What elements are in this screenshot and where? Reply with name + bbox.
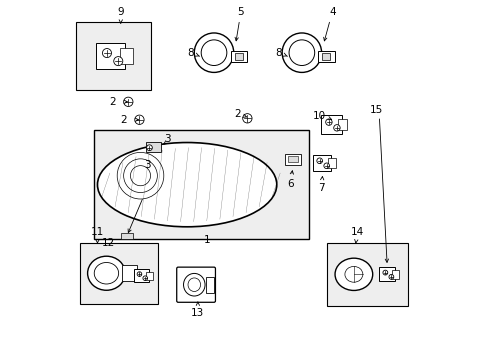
Circle shape (288, 40, 314, 66)
FancyBboxPatch shape (176, 267, 215, 302)
Bar (230, 50, 246, 62)
Circle shape (333, 125, 340, 131)
Circle shape (282, 33, 321, 72)
FancyBboxPatch shape (76, 22, 151, 90)
Circle shape (137, 272, 142, 276)
FancyBboxPatch shape (94, 130, 308, 239)
Bar (133, 269, 148, 282)
Bar (322, 53, 330, 60)
Text: 5: 5 (235, 7, 244, 41)
Text: 7: 7 (318, 176, 324, 193)
Bar (379, 267, 394, 281)
Text: 11: 11 (91, 227, 104, 243)
Ellipse shape (87, 256, 125, 290)
Bar (206, 276, 214, 293)
FancyBboxPatch shape (326, 243, 407, 306)
Ellipse shape (183, 273, 204, 296)
Circle shape (316, 158, 322, 163)
Circle shape (201, 40, 226, 66)
Text: 12: 12 (102, 238, 115, 248)
Bar (337, 119, 346, 130)
Text: 8: 8 (187, 48, 199, 58)
Text: 1: 1 (203, 234, 210, 244)
FancyBboxPatch shape (80, 243, 158, 304)
Text: 2: 2 (234, 109, 241, 119)
Text: 13: 13 (191, 302, 204, 318)
Ellipse shape (94, 262, 119, 284)
Circle shape (323, 163, 329, 168)
Bar (121, 233, 133, 239)
Circle shape (102, 49, 111, 58)
Text: 9: 9 (117, 7, 124, 23)
Bar (327, 158, 335, 168)
Circle shape (194, 33, 233, 72)
Text: 14: 14 (350, 227, 364, 243)
Text: 4: 4 (323, 7, 335, 41)
Text: 2: 2 (109, 97, 116, 107)
Circle shape (146, 145, 152, 150)
Bar (285, 154, 300, 165)
Text: 15: 15 (369, 105, 382, 115)
Bar (320, 115, 341, 134)
Bar (96, 43, 124, 69)
Circle shape (242, 114, 251, 123)
Bar (146, 272, 152, 280)
Text: 3: 3 (144, 159, 151, 170)
Circle shape (135, 115, 144, 125)
Bar (318, 50, 334, 62)
Text: 3: 3 (164, 134, 171, 144)
Bar (120, 48, 133, 64)
Circle shape (123, 97, 133, 107)
Circle shape (114, 57, 122, 66)
Ellipse shape (97, 143, 276, 227)
Text: 2: 2 (120, 115, 126, 125)
Circle shape (382, 270, 387, 275)
Text: 8: 8 (275, 48, 287, 58)
Text: 6: 6 (286, 171, 293, 189)
Circle shape (142, 276, 147, 280)
Ellipse shape (334, 258, 372, 291)
Text: 10: 10 (312, 111, 325, 121)
Bar (122, 265, 137, 281)
Bar (312, 155, 330, 171)
Ellipse shape (344, 266, 362, 282)
Circle shape (325, 119, 331, 125)
Circle shape (388, 274, 393, 279)
Bar (145, 142, 161, 152)
Bar (391, 270, 398, 279)
Bar (234, 53, 243, 60)
Ellipse shape (187, 278, 200, 292)
Bar (287, 156, 297, 162)
